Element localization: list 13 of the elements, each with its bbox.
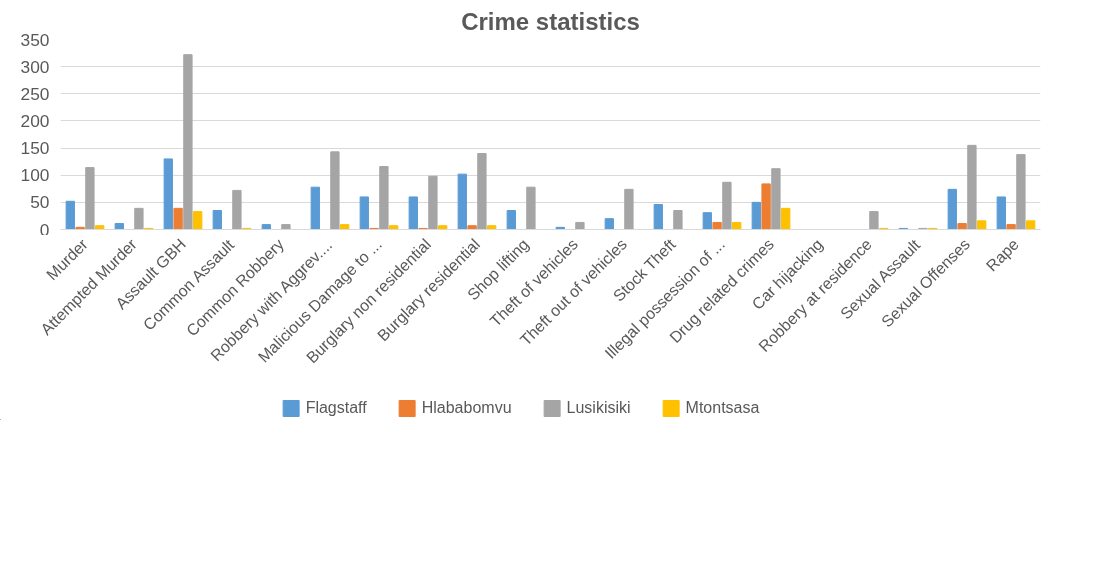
y-tick-label: 150	[20, 138, 50, 159]
legend-label: Flagstaff	[305, 399, 367, 417]
y-tick-label: 100	[20, 165, 50, 186]
y-tick-label: 50	[30, 192, 50, 213]
legend-label: Lusikisiki	[566, 399, 631, 417]
y-tick-label: 250	[20, 83, 50, 104]
legend-label: Hlababomvu	[421, 399, 512, 417]
y-tick-label: 300	[20, 56, 50, 77]
y-tick-label: 0	[39, 219, 50, 240]
legend-label: Mtontsasa	[685, 399, 760, 417]
y-tick-label: 200	[20, 110, 50, 131]
chart-title: Crime statistics	[461, 7, 640, 35]
y-tick-label: 350	[20, 29, 50, 50]
